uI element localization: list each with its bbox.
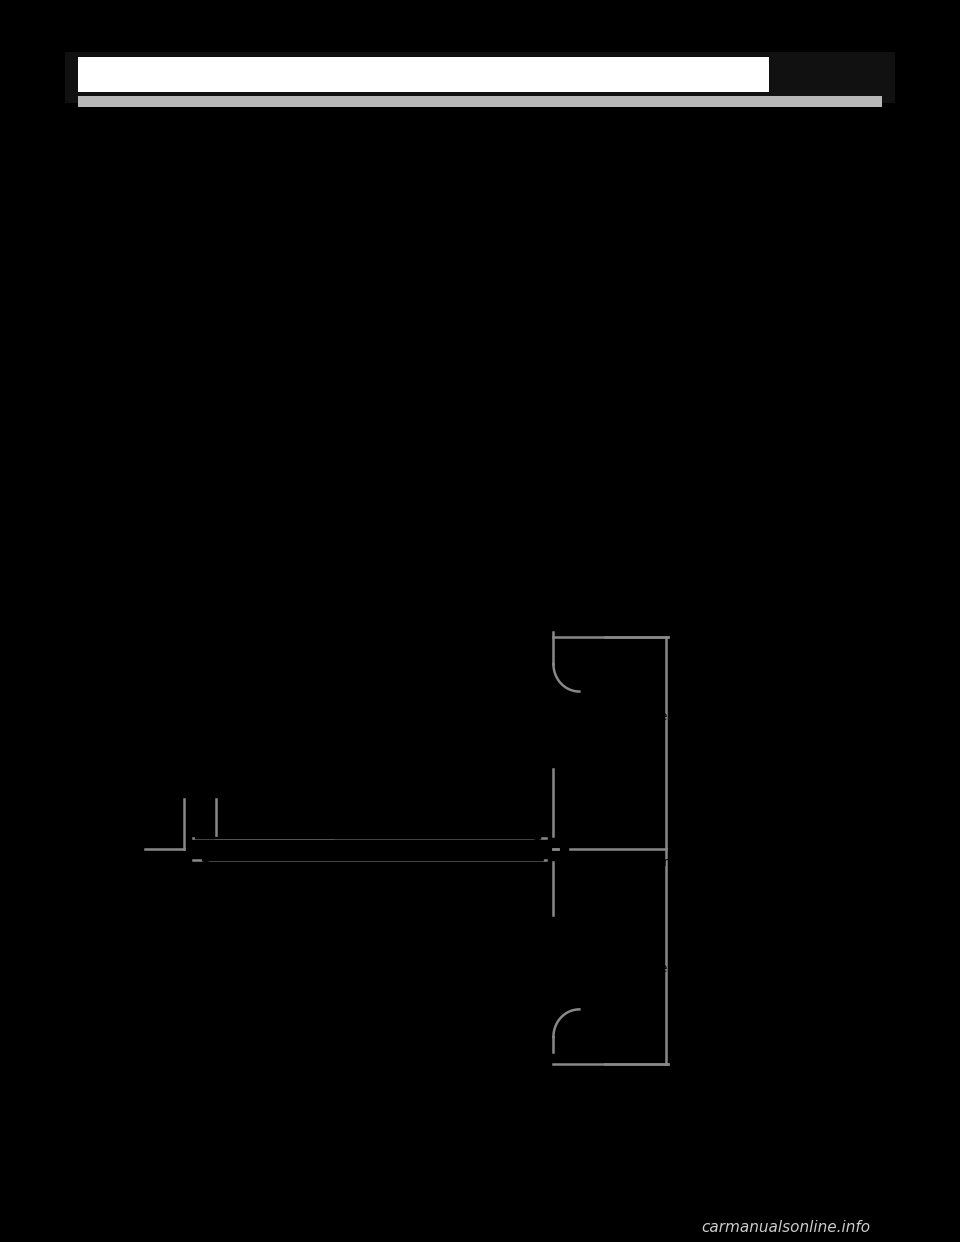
Text: •  E38 - 740 iL and 750iL: • E38 - 740 iL and 750iL (126, 525, 296, 539)
Bar (665, 840, 676, 858)
Bar (78, 96, 881, 107)
Bar (65, 52, 895, 103)
Text: The system is installed on:: The system is installed on: (91, 412, 275, 426)
Text: This module pertains to the hydropneumatic rear suspension system with the engin: This module pertains to the hydropneumat… (91, 185, 704, 238)
Text: Level Control Systems: Level Control Systems (83, 1160, 206, 1170)
Text: Strut: Strut (717, 1058, 748, 1071)
Text: •  E34 - Touring 525i and 530i: • E34 - Touring 525i and 530i (126, 484, 330, 498)
Text: Reservoir: Reservoir (155, 664, 213, 678)
Bar (544, 1040, 563, 1052)
Bar (545, 836, 570, 862)
Bar (78, 57, 769, 92)
Bar (152, 689, 217, 799)
Text: Tandem pump: Tandem pump (120, 888, 209, 902)
Text: Pressure reservoir: Pressure reservoir (613, 709, 727, 723)
Bar (548, 862, 567, 871)
Text: Pressure reservoir: Pressure reservoir (579, 857, 692, 869)
Text: Control valve: Control valve (579, 828, 662, 842)
Text: 4: 4 (83, 1146, 92, 1161)
Text: The system is fully hydraulic, utilizing a tandem oil pump to supply pressure to: The system is fully hydraulic, utilizing… (91, 344, 696, 378)
Text: carmanualsonline.info: carmanualsonline.info (701, 1220, 870, 1235)
Text: Pressure reservoir: Pressure reservoir (613, 961, 727, 975)
Bar (544, 632, 563, 645)
Text: The self-leveling suspension system is designed to maintain vehicle ride height : The self-leveling suspension system is d… (91, 284, 681, 318)
Text: •  E32 - 735 iL, 740iL and 750iL: • E32 - 735 iL, 740iL and 750iL (126, 445, 342, 458)
Text: Hydropneumatic Rear Leveling System: Hydropneumatic Rear Leveling System (91, 144, 518, 163)
Text: Strut: Strut (717, 630, 748, 643)
Bar (548, 827, 567, 836)
